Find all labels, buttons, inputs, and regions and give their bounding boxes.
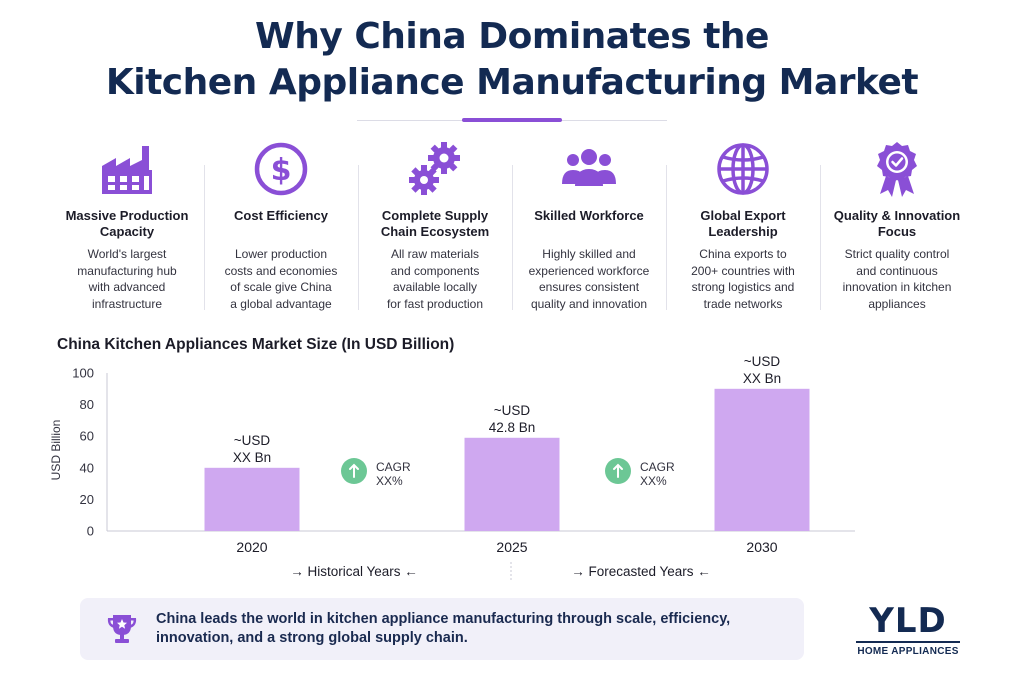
feature-title: Massive Production Capacity <box>65 208 189 239</box>
y-tick-label: 20 <box>80 492 94 507</box>
gears-icon <box>409 142 460 195</box>
page-title: Why China Dominates the Kitchen Applianc… <box>0 14 1024 106</box>
data-label: ~USD <box>234 433 271 448</box>
x-tick-label: 2030 <box>746 539 777 555</box>
bar-2030 <box>714 388 810 531</box>
team-icon <box>562 149 616 186</box>
y-tick-label: 40 <box>80 460 94 475</box>
globe-icon <box>717 143 769 195</box>
feature-quality-innovation: Quality & Innovation Focus Strict qualit… <box>820 140 974 315</box>
period-label: → Historical Years ← <box>290 564 418 579</box>
brand-logo: YLD HOME APPLIANCES <box>852 603 964 657</box>
x-tick-label: 2020 <box>236 539 267 555</box>
dollar-coin-icon: $ <box>254 142 308 196</box>
period-label: → Forecasted Years ← <box>571 564 711 579</box>
svg-text:$: $ <box>271 153 292 188</box>
logo-rule <box>856 641 960 643</box>
title-divider-accent <box>462 118 562 122</box>
y-tick-label: 0 <box>87 524 94 539</box>
feature-title: Global Export Leadership <box>700 208 786 239</box>
trophy-icon <box>107 615 137 643</box>
data-label: XX Bn <box>743 371 781 386</box>
up-arrow-icon <box>613 463 623 478</box>
feature-description: China exports to 200+ countries with str… <box>691 247 795 311</box>
y-tick-label: 80 <box>80 397 94 412</box>
feature-massive-production: Massive Production Capacity World's larg… <box>50 140 204 315</box>
feature-description: All raw materials and components availab… <box>386 247 484 311</box>
y-tick-label: 60 <box>80 429 94 444</box>
y-tick-label: 100 <box>72 366 94 381</box>
feature-description: Lower production costs and economies of … <box>224 247 338 311</box>
feature-cost-efficiency: $ Cost Efficiency Lower production costs… <box>204 140 358 315</box>
feature-row: Massive Production Capacity World's larg… <box>50 140 974 315</box>
cagr-label: CAGR <box>640 460 675 474</box>
page-title-line-2: Kitchen Appliance Manufacturing Market <box>105 62 919 103</box>
cagr-label: XX% <box>640 474 667 488</box>
data-label: XX Bn <box>233 450 271 465</box>
up-arrow-icon <box>349 463 359 478</box>
summary-text: China leads the world in kitchen applian… <box>156 611 731 646</box>
feature-title: Complete Supply Chain Ecosystem <box>380 208 490 239</box>
x-tick-label: 2025 <box>496 539 527 555</box>
feature-global-export: Global Export Leadership China exports t… <box>666 140 820 315</box>
feature-title: Quality & Innovation Focus <box>833 208 961 239</box>
feature-title: Skilled Workforce <box>534 208 644 223</box>
cagr-label: XX% <box>376 474 403 488</box>
logo-wordmark: YLD <box>869 601 947 641</box>
bar-2025 <box>464 437 560 531</box>
feature-title: Cost Efficiency <box>234 208 328 223</box>
feature-description: Strict quality control and continuous in… <box>842 247 952 311</box>
y-axis-label: USD Billion <box>49 420 63 481</box>
bar-2020 <box>204 467 300 531</box>
page-title-line-1: Why China Dominates the <box>255 16 769 57</box>
summary-banner: China leads the world in kitchen applian… <box>80 598 804 660</box>
feature-description: Highly skilled and experienced workforce… <box>528 247 650 311</box>
cagr-label: CAGR <box>376 460 411 474</box>
award-badge-icon <box>877 142 917 197</box>
factory-icon <box>102 146 152 194</box>
chart-title: China Kitchen Appliances Market Size (In… <box>57 336 455 353</box>
data-label: ~USD <box>744 355 781 369</box>
data-label: 42.8 Bn <box>489 420 536 435</box>
feature-description: World's largest manufacturing hub with a… <box>77 247 177 311</box>
data-label: ~USD <box>494 403 531 418</box>
feature-skilled-workforce: Skilled Workforce Highly skilled and exp… <box>512 140 666 315</box>
feature-supply-chain: Complete Supply Chain Ecosystem All raw … <box>358 140 512 315</box>
logo-tagline: HOME APPLIANCES <box>857 646 959 657</box>
market-size-bar-chart: USD Billion 0 20 40 60 80 100 2020 2025 2030 ~U… <box>49 355 855 581</box>
